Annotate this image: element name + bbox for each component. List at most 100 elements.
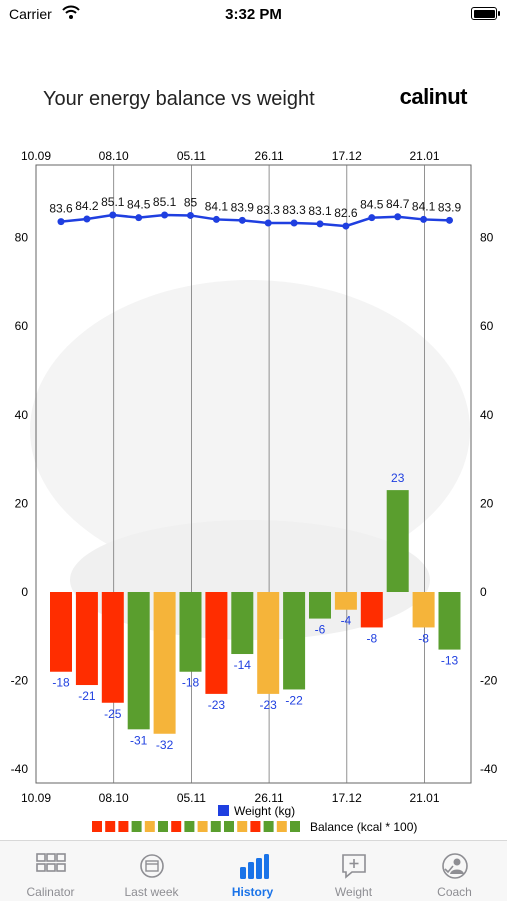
y-tick-label-left: 40 (15, 408, 29, 422)
balance-label: -23 (260, 698, 278, 712)
legend-balance-swatch (276, 821, 287, 832)
tab-bar: Calinator Last week History Weight (0, 840, 507, 901)
x-tick-label-bottom: 08.10 (99, 791, 129, 805)
balance-bar (50, 592, 72, 672)
x-tick-label-top: 05.11 (177, 149, 206, 163)
balance-label: -6 (315, 623, 326, 637)
weight-label: 85.1 (153, 195, 177, 209)
x-tick-label-bottom: 05.11 (177, 791, 206, 805)
weight-label: 84.2 (75, 199, 99, 213)
y-tick-label-left: 60 (15, 319, 29, 333)
weight-label: 83.1 (308, 204, 332, 218)
weight-point (394, 213, 402, 221)
legend-balance-swatch (118, 821, 129, 832)
y-tick-label-right: 60 (480, 319, 494, 333)
balance-label: -31 (130, 733, 148, 747)
tab-label: History (231, 885, 274, 899)
weight-label: 83.3 (282, 203, 306, 217)
balance-bar (283, 592, 306, 690)
status-carrier: Carrier (9, 6, 52, 22)
weight-point (368, 214, 376, 222)
legend-balance-swatch (131, 821, 142, 832)
watermark (30, 280, 470, 580)
balance-label: -18 (52, 676, 70, 690)
x-tick-label-bottom: 10.09 (21, 791, 51, 805)
weight-label: 84.7 (386, 197, 410, 211)
calendar-icon (140, 854, 164, 878)
balance-bar (438, 592, 461, 650)
tab-coach[interactable]: Coach (404, 841, 505, 901)
balance-label: -22 (285, 693, 303, 707)
plot-frame (35, 164, 472, 784)
x-tick-label-top: 10.09 (21, 149, 51, 163)
y-tick-label-right: 80 (480, 231, 494, 245)
balance-bar (231, 592, 254, 655)
legend-weight-swatch (218, 805, 229, 816)
brand-logo: calinut (399, 84, 468, 109)
tab-history[interactable]: History (202, 841, 303, 901)
x-tick-label-bottom: 17.12 (332, 791, 362, 805)
balance-bar (75, 592, 98, 686)
tab-label: Coach (437, 885, 472, 899)
weight-point (290, 219, 298, 227)
tab-label: Last week (124, 885, 179, 899)
grid-icon (36, 853, 66, 872)
legend-balance-swatch (158, 821, 168, 832)
balance-label: -14 (234, 658, 252, 672)
weight-label: 85 (184, 195, 198, 209)
weight-point (135, 214, 143, 222)
legend-balance-swatch (105, 821, 116, 832)
balance-bar (127, 592, 150, 730)
tab-label: Calinator (26, 885, 75, 899)
balance-bar (360, 592, 383, 628)
weight-label: 83.9 (231, 200, 255, 214)
balance-label: -13 (441, 654, 459, 668)
balance-bar (153, 592, 176, 734)
energy-weight-chart: 10.09 10.09 08.10 08.10 05.11 05.11 26.11 26.11… (11, 149, 498, 834)
legend-balance-swatch (250, 821, 261, 832)
weight-label: 83.6 (49, 202, 73, 216)
weight-label: 85.1 (101, 195, 125, 209)
tab-label: Weight (334, 885, 373, 899)
y-tick-label-left: 20 (15, 496, 29, 510)
balance-bar (179, 592, 202, 672)
weight-label: 84.5 (127, 198, 151, 212)
balance-label: -23 (208, 698, 226, 712)
legend-balance-swatch (237, 821, 248, 832)
weight-line (60, 213, 450, 228)
x-tick-label-top: 21.01 (409, 149, 439, 163)
tab-calinator[interactable]: Calinator (0, 841, 101, 901)
battery-icon (471, 7, 500, 20)
balance-bar (412, 592, 435, 628)
weight-label: 83.9 (438, 200, 462, 214)
coach-icon (442, 853, 468, 879)
status-bar: Carrier 3:32 PM (0, 0, 507, 30)
legend-balance-swatch (184, 821, 195, 832)
weight-point (83, 215, 91, 223)
weight-point (420, 215, 428, 223)
balance-label: -25 (104, 707, 122, 721)
y-tick-label-left: -40 (11, 762, 29, 776)
legend-weight-label: Weight (kg) (234, 804, 295, 818)
legend-balance-swatch (290, 821, 300, 832)
weight-label: 84.1 (412, 199, 436, 213)
weight-point (238, 216, 246, 224)
y-tick-label-right: -40 (480, 762, 498, 776)
wifi-icon (62, 5, 80, 19)
weight-point (264, 219, 272, 227)
balance-bar (386, 490, 409, 592)
tab-weight[interactable]: Weight (303, 841, 404, 901)
legend-balance-swatch (263, 821, 274, 832)
balance-label: -18 (182, 676, 200, 690)
weight-point (187, 211, 194, 219)
legend-balance-swatch (224, 821, 234, 832)
y-tick-label-right: 20 (480, 496, 494, 510)
balance-bar (309, 592, 331, 619)
legend-balance-swatch (144, 821, 155, 832)
tab-last-week[interactable]: Last week (101, 841, 202, 901)
status-time: 3:32 PM (225, 6, 282, 23)
x-tick-label-top: 17.12 (332, 149, 362, 163)
balance-label: -8 (418, 631, 429, 645)
weight-point (57, 218, 65, 226)
balance-label: -4 (341, 614, 352, 628)
